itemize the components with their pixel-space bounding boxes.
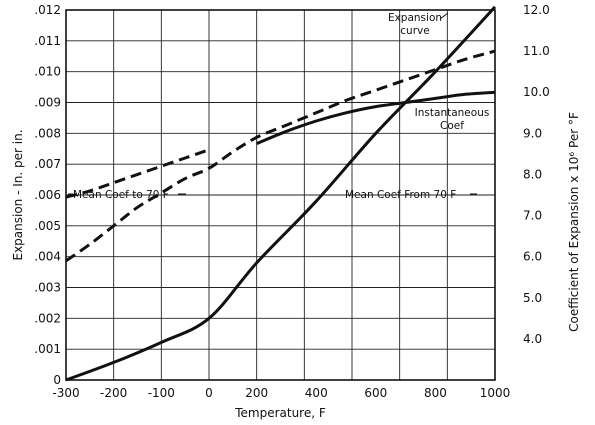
y2-tick-label: 10.0 <box>523 85 550 99</box>
y2-tick-label: 5.0 <box>523 291 542 305</box>
series-line-0 <box>65 5 497 382</box>
x-tick-label: 1000 <box>480 386 511 400</box>
series-line-2 <box>65 148 210 199</box>
x-tick-label: 400 <box>305 386 328 400</box>
annotation-mean_from: Mean Coef From 70 F <box>345 189 456 201</box>
y-tick-label: .006 <box>34 188 61 202</box>
x-tick-label: -300 <box>52 386 79 400</box>
x-tick-label: 0 <box>205 386 213 400</box>
y2-tick-label: 6.0 <box>523 250 542 264</box>
y-tick-label: .003 <box>34 281 61 295</box>
y-tick-label: .001 <box>34 342 61 356</box>
y2-tick-label: 7.0 <box>523 209 542 223</box>
annotations: Expansion curve Instantaneous Coef Mean Coef… <box>68 12 489 201</box>
y2-axis-label: Coefficient of Expansion x 10⁶ Per °F <box>567 112 581 332</box>
y-tick-label: .007 <box>34 157 61 171</box>
y-tick-label: .004 <box>34 250 61 264</box>
y2-tick-label: 12.0 <box>523 3 550 17</box>
x-tick-label: 600 <box>364 386 387 400</box>
series-layer <box>65 5 497 382</box>
y2-tick-label: 8.0 <box>523 167 542 181</box>
y2-tick-label: 9.0 <box>523 126 542 140</box>
y-tick-label: .011 <box>34 34 61 48</box>
plot-frame <box>65 9 496 381</box>
annotation-leader <box>439 12 449 20</box>
y-tick-label: .012 <box>34 3 61 17</box>
x-tick-label: -100 <box>148 386 175 400</box>
y-tick-label: 0 <box>53 373 61 387</box>
annotation-expansion: Expansion curve <box>388 12 442 37</box>
x-axis-label: Temperature, F <box>234 406 326 420</box>
series-line-1 <box>65 49 496 263</box>
annotation-instantaneous: Instantaneous Coef <box>415 107 490 132</box>
y-axis-label: Expansion - In. per in. <box>11 129 25 260</box>
tick-labels: 0 .001 .002 .003 .004 .005 .006 .007 .008 .009 .01… <box>34 3 549 400</box>
y-tick-label: .010 <box>34 65 61 79</box>
annotation-mean_to: Mean Coef to 70 F <box>73 189 169 201</box>
y-tick-label: .005 <box>34 219 61 233</box>
x-tick-label: 200 <box>245 386 268 400</box>
series-line-3 <box>256 90 496 145</box>
y2-tick-label: 4.0 <box>523 332 542 346</box>
y-tick-label: .008 <box>34 126 61 140</box>
grid <box>66 10 495 380</box>
x-tick-label: 800 <box>424 386 447 400</box>
y-tick-label: .009 <box>34 96 61 110</box>
y-tick-label: .002 <box>34 311 61 325</box>
y2-tick-label: 11.0 <box>523 44 550 58</box>
x-tick-label: -200 <box>100 386 127 400</box>
